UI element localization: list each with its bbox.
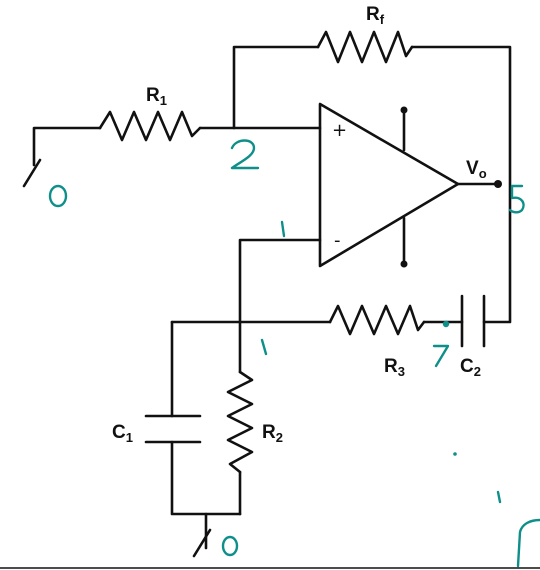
wire-feedback-left	[232, 45, 320, 130]
resistor-r3	[328, 304, 426, 336]
stray-mark-2	[516, 518, 540, 568]
annotation-1-node	[260, 338, 268, 356]
annotation-0-input	[48, 184, 68, 208]
resistor-rf	[316, 30, 414, 64]
annotation-2	[230, 139, 260, 170]
capacitor-c2	[460, 294, 486, 348]
label-rf: Rf	[366, 4, 385, 27]
output-node-dot	[494, 180, 502, 188]
opamp-plus-sign: +	[332, 120, 347, 141]
capacitor-c1	[144, 414, 202, 444]
handwritten-annotations	[48, 139, 540, 568]
wires	[22, 45, 512, 558]
label-r3: R3	[384, 356, 405, 379]
opamp-minus-sign: -	[334, 230, 341, 251]
wire-minus-input	[238, 238, 322, 374]
wire-input	[32, 126, 102, 167]
ground-slash	[192, 528, 212, 558]
resistor-r1	[98, 110, 202, 142]
wire-c1-bottom	[170, 440, 242, 516]
annotation-7	[432, 344, 450, 368]
wire-feedback-right	[410, 45, 512, 324]
stray-dot	[453, 452, 457, 456]
annotation-node-dot	[442, 320, 450, 328]
label-vo: Vo	[466, 158, 487, 181]
label-c2: C2	[460, 356, 481, 379]
label-c1: C1	[112, 422, 133, 445]
stray-mark-1	[496, 490, 502, 504]
input-slash	[22, 158, 42, 188]
annotation-5	[508, 184, 525, 214]
resistor-r2	[226, 370, 254, 474]
op-amp: + -	[318, 102, 460, 268]
label-r2: R2	[262, 422, 283, 445]
annotation-1-minus	[280, 220, 286, 238]
annotation-0-ground	[221, 535, 239, 557]
label-r1: R1	[146, 85, 167, 108]
